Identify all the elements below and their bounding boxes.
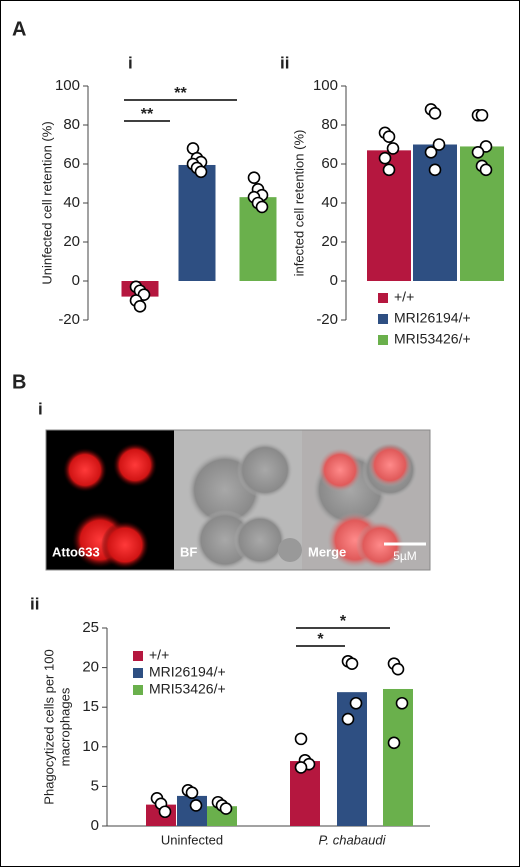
data-point [345, 657, 359, 670]
image-label: BF [180, 544, 197, 559]
significance-label: ** [141, 106, 154, 123]
y-tick-label: 20 [63, 233, 80, 250]
image-label: Atto633 [52, 544, 100, 559]
y-tick-label: 15 [82, 698, 99, 715]
y-tick-label: 40 [63, 194, 80, 211]
data-point [386, 142, 400, 155]
y-tick-label: 100 [55, 77, 80, 94]
data-point [378, 151, 392, 165]
y-tick-label: -20 [316, 311, 338, 328]
legend-label: MRI53426/+ [394, 331, 471, 347]
data-point [424, 146, 438, 159]
data-point [255, 200, 269, 214]
panel-label: ii [30, 594, 39, 613]
bar [337, 692, 367, 826]
y-tick-label: 0 [72, 272, 80, 289]
legend-label: +/+ [394, 289, 414, 305]
data-point [189, 799, 203, 812]
data-point [479, 163, 493, 177]
data-point [341, 712, 355, 726]
image-label: Merge [308, 544, 346, 559]
y-tick-label: 0 [330, 272, 338, 289]
legend-swatch [133, 651, 143, 661]
data-point [475, 108, 489, 122]
y-tick-label: 80 [63, 116, 80, 133]
y-axis-label: macrophages [57, 687, 72, 766]
data-point [158, 805, 172, 819]
panel-label: B [12, 371, 26, 393]
data-point [395, 696, 409, 710]
legend-swatch [378, 335, 388, 345]
y-tick-label: 0 [91, 817, 99, 834]
data-point [382, 163, 396, 177]
data-point [294, 732, 308, 746]
data-point [428, 163, 442, 177]
x-tick-label: P. chabaudi [319, 832, 387, 847]
data-point [185, 786, 199, 800]
panel-label: A [12, 18, 26, 40]
y-tick-label: 60 [321, 155, 338, 172]
panel-label: i [38, 399, 43, 418]
y-tick-label: 25 [82, 619, 99, 636]
legend-label: MRI53426/+ [149, 681, 226, 697]
legend-swatch [133, 685, 143, 695]
bar [178, 164, 216, 281]
significance-label: ** [174, 85, 187, 102]
y-tick-label: 10 [82, 738, 99, 755]
data-point [387, 736, 401, 750]
y-tick-label: 40 [321, 194, 338, 211]
y-tick-label: -20 [58, 311, 80, 328]
data-point [382, 130, 396, 143]
legend-swatch [378, 293, 388, 303]
y-tick-label: 100 [313, 77, 338, 94]
legend-swatch [378, 314, 388, 324]
significance-label: * [340, 613, 347, 630]
data-point [391, 662, 405, 676]
y-tick-label: 60 [63, 155, 80, 172]
y-axis-label: Uninfected cell retention (%) [39, 121, 54, 284]
legend-label: +/+ [149, 647, 169, 663]
y-tick-label: 80 [321, 116, 338, 133]
panel-label: ii [280, 53, 289, 72]
bar [177, 795, 207, 826]
data-point [428, 107, 442, 120]
legend-label: MRI26194/+ [394, 310, 471, 326]
y-tick-label: 20 [321, 233, 338, 250]
data-point [247, 171, 261, 184]
data-point [219, 802, 233, 815]
data-point [432, 138, 446, 151]
data-point [194, 165, 208, 179]
y-tick-label: 5 [91, 777, 99, 794]
data-point [294, 761, 308, 774]
legend-label: MRI26194/+ [149, 664, 226, 680]
y-axis-label: infected cell retention (%) [291, 130, 306, 277]
data-point [471, 146, 485, 159]
panel-label: i [128, 53, 133, 72]
data-point [349, 696, 363, 710]
bar [383, 688, 413, 826]
y-tick-label: 20 [82, 659, 99, 676]
micrograph [45, 429, 431, 571]
x-tick-label: Uninfected [161, 832, 223, 847]
significance-label: * [317, 631, 324, 648]
legend-swatch [133, 668, 143, 678]
y-axis-label: Phagocytized cells per 100 [41, 649, 56, 804]
scale-bar-label: 5µM [393, 549, 417, 563]
data-point [133, 300, 147, 313]
